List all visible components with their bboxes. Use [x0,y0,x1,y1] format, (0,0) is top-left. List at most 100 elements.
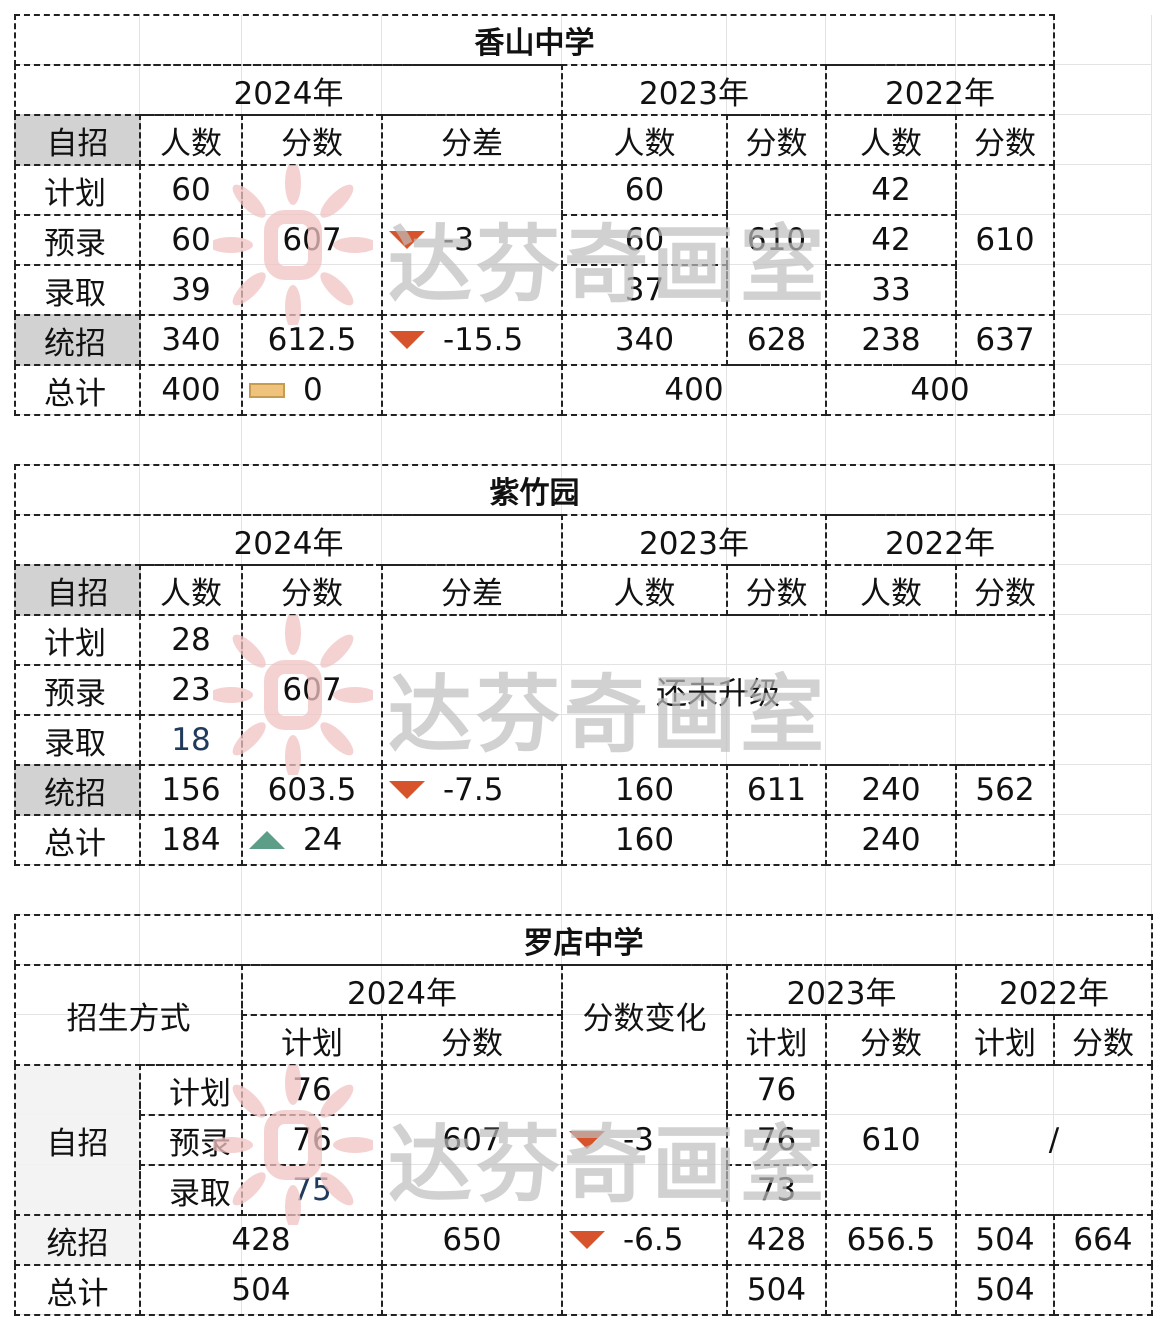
not-upgraded-note[interactable]: 还未升级 [381,614,1055,766]
grid-cell[interactable] [826,665,956,715]
grid-cell[interactable] [727,865,826,915]
grid-cell[interactable] [382,665,562,715]
row-label-unified[interactable]: 统招 [14,764,141,816]
count-2023-admit[interactable]: 73 [726,1164,827,1216]
column-header[interactable]: 自招 [14,564,141,616]
grid-cell[interactable] [15,415,140,465]
self-score-change[interactable]: -3 [561,1064,728,1216]
total-2023[interactable]: 160 [561,814,728,866]
grid-cell[interactable] [140,415,242,465]
total-2023[interactable]: 400 [561,364,827,416]
self-score-2023[interactable]: 610 [825,1064,957,1216]
unified-count-2024[interactable]: 156 [139,764,243,816]
grid-cell[interactable] [1054,265,1152,315]
count-2024-pre[interactable]: 60 [139,214,243,266]
unified-count-2022[interactable]: 238 [825,314,957,366]
column-header[interactable]: 分差 [381,114,563,166]
unified-count-2024[interactable]: 428 [139,1214,383,1266]
plan-header-2023[interactable]: 计划 [726,1014,827,1066]
column-header[interactable]: 分差 [381,564,563,616]
column-header[interactable]: 人数 [139,114,243,166]
unified-score-diff[interactable]: -7.5 [381,764,563,816]
total-change[interactable]: 24 [241,814,383,866]
row-label-admit[interactable]: 录取 [139,1164,243,1216]
grid-cell[interactable] [1054,765,1152,815]
grid-cell[interactable] [1054,365,1152,415]
count-2024-admit[interactable]: 18 [139,714,243,766]
count-2022-plan[interactable]: 42 [825,164,957,216]
grid-cell[interactable] [1054,715,1152,765]
self-score-2024[interactable]: 607 [381,1064,563,1216]
grid-cell[interactable] [1054,515,1152,565]
grid-cell[interactable] [140,865,242,915]
unified-score-diff[interactable]: -15.5 [381,314,563,366]
grid-cell[interactable] [1054,415,1152,465]
row-label-unified[interactable]: 统招 [14,1214,141,1266]
grid-cell[interactable] [382,615,562,665]
self-score-2022[interactable]: 610 [955,164,1055,316]
empty-cell[interactable] [381,364,563,416]
table-title[interactable]: 香山中学 [14,14,1055,66]
unified-count-2022[interactable]: 240 [825,764,957,816]
empty-cell[interactable] [955,814,1055,866]
total-count-2024[interactable]: 400 [139,364,243,416]
count-2024-plan[interactable]: 28 [139,614,243,666]
grid-cell[interactable] [382,415,562,465]
grid-cell[interactable] [15,865,140,915]
total-2022[interactable]: 240 [825,814,957,866]
empty-cell[interactable] [825,1264,957,1316]
year-2024-header[interactable]: 2024年 [14,514,563,566]
row-label-pre[interactable]: 预录 [14,664,141,716]
self-recruit-label[interactable]: 自招 [14,1064,141,1216]
year-2024-header[interactable]: 2024年 [241,964,563,1016]
row-label-total[interactable]: 总计 [14,1264,141,1316]
grid-cell[interactable] [15,965,140,1015]
grid-cell[interactable] [956,865,1054,915]
column-header[interactable]: 人数 [139,564,243,616]
grid-cell[interactable] [1054,665,1152,715]
row-label-pre[interactable]: 预录 [139,1114,243,1166]
grid-cell[interactable] [956,1065,1054,1115]
grid-cell[interactable] [1054,315,1152,365]
total-2022[interactable]: 504 [955,1264,1055,1316]
count-2022-pre[interactable]: 42 [825,214,957,266]
score-change-header[interactable]: 分数变化 [561,964,728,1066]
row-label-plan[interactable]: 计划 [14,614,141,666]
grid-cell[interactable] [956,415,1054,465]
year-2024-header[interactable]: 2024年 [14,64,563,116]
grid-cell[interactable] [826,415,956,465]
count-2023-plan[interactable]: 60 [561,164,728,216]
grid-cell[interactable] [727,665,826,715]
table-title[interactable]: 罗店中学 [14,914,1153,966]
column-header[interactable]: 分数 [726,564,827,616]
count-2024-admit[interactable]: 39 [139,264,243,316]
grid-cell[interactable] [242,415,382,465]
count-2022-admit[interactable]: 33 [825,264,957,316]
unified-count-2024[interactable]: 340 [139,314,243,366]
row-label-admit[interactable]: 录取 [14,714,141,766]
count-2024-pre[interactable]: 23 [139,664,243,716]
unified-score-2023[interactable]: 656.5 [825,1214,957,1266]
total-change[interactable]: 0 [241,364,383,416]
year-2022-header[interactable]: 2022年 [825,514,1055,566]
grid-cell[interactable] [1054,165,1152,215]
unified-score-2022[interactable]: 637 [955,314,1055,366]
grid-cell[interactable] [1054,215,1152,265]
self-score-diff[interactable]: -3 [381,164,563,316]
row-label-admit[interactable]: 录取 [14,264,141,316]
grid-cell[interactable] [562,415,727,465]
score-header-2022[interactable]: 分数 [1053,1014,1153,1066]
unified-score-2024[interactable]: 612.5 [241,314,383,366]
row-label-pre[interactable]: 预录 [14,214,141,266]
self-2022-value[interactable]: / [955,1064,1153,1216]
row-label-total[interactable]: 总计 [14,364,141,416]
unified-count-2023[interactable]: 428 [726,1214,827,1266]
count-2024-pre[interactable]: 76 [241,1114,383,1166]
empty-cell[interactable] [381,1264,563,1316]
self-score-2024[interactable]: 607 [241,614,383,766]
empty-cell[interactable] [561,1264,728,1316]
plan-header-2024[interactable]: 计划 [241,1014,383,1066]
self-score-2023[interactable]: 610 [726,164,827,316]
unified-score-2023[interactable]: 611 [726,764,827,816]
grid-cell[interactable] [1054,565,1152,615]
